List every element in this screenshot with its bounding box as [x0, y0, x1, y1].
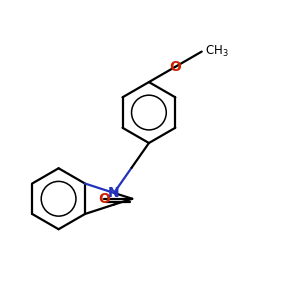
- Text: O: O: [98, 192, 110, 206]
- Text: CH$_3$: CH$_3$: [205, 44, 228, 59]
- Text: O: O: [169, 60, 181, 74]
- Text: N: N: [108, 186, 120, 200]
